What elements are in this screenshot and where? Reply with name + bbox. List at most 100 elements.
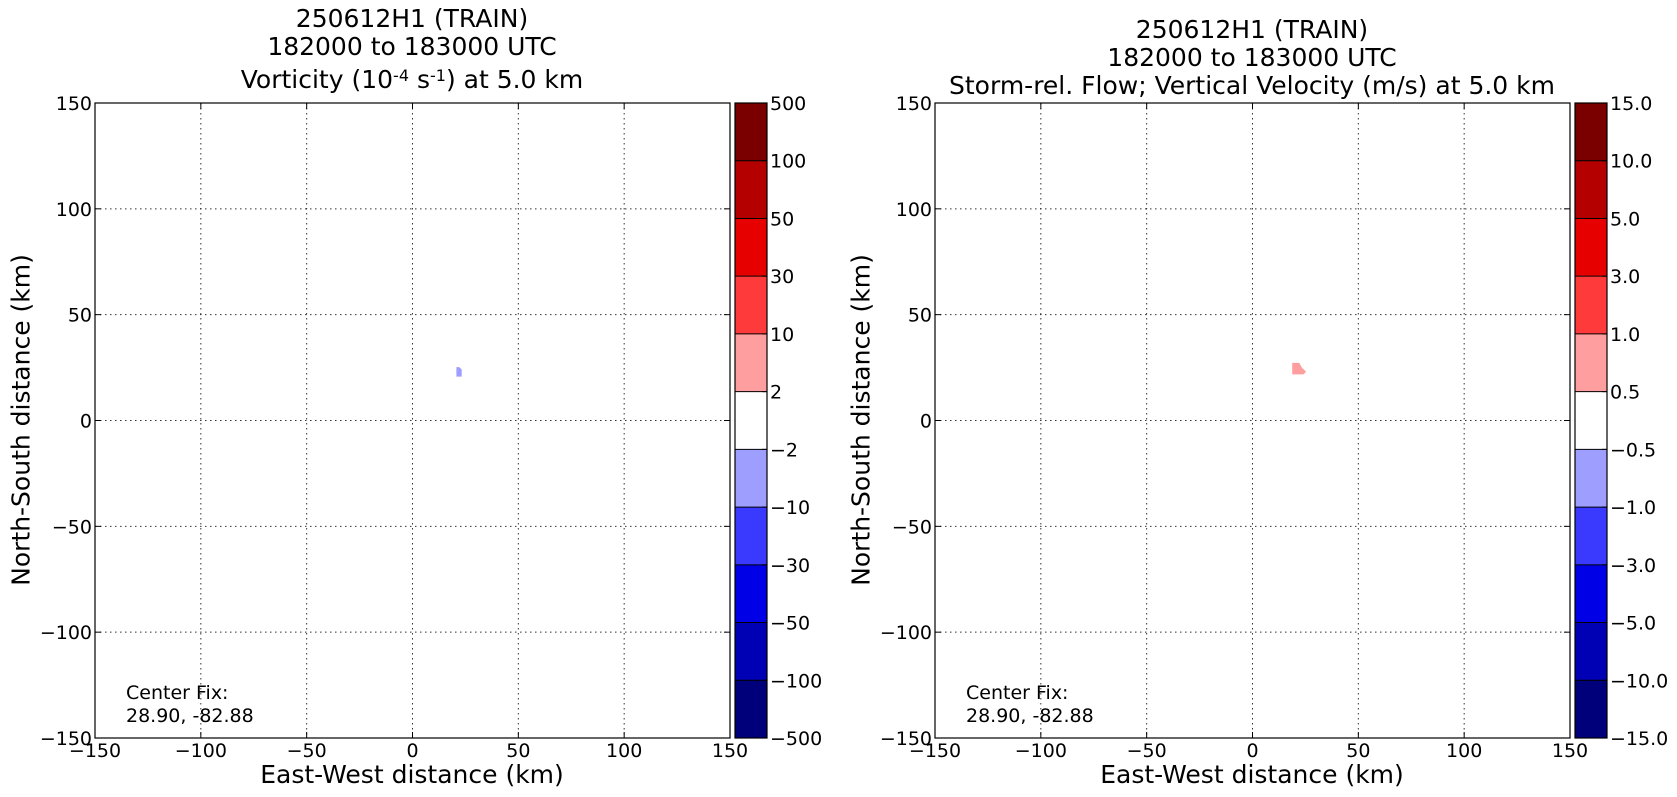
- panel1-x-tick-label: 50: [506, 740, 530, 762]
- panel2-x-tick-label: 0: [1246, 740, 1258, 762]
- panel2-contour-feature: [1292, 362, 1307, 375]
- panel2-x-tick-label: 100: [1446, 740, 1482, 762]
- panel2-y-axis-label: North-South distance (km): [846, 254, 876, 586]
- panel1-y-axis-label: North-South distance (km): [6, 254, 36, 586]
- panel2-colorbar-segment: [1575, 218, 1607, 277]
- panel1-title-line2: 182000 to 183000 UTC: [267, 32, 557, 61]
- panel1-title-line1: 250612H1 (TRAIN): [295, 4, 529, 33]
- panel1-y-tick-label: −100: [40, 622, 92, 644]
- panel2-center-fix-value: 28.90, -82.88: [966, 705, 1094, 727]
- panel1-colorbar-segment: [735, 160, 767, 219]
- panel1-x-axis-label: East-West distance (km): [260, 760, 564, 789]
- panel2-colorbar-label: 10.0: [1610, 151, 1652, 173]
- panel2-colorbar-label: −0.5: [1610, 439, 1656, 461]
- panel1-x-tick-label: −50: [287, 740, 327, 762]
- panel1-colorbar-label: −10: [770, 497, 810, 519]
- panel1-colorbar-segment: [735, 680, 767, 738]
- panel2-colorbar-segment: [1575, 276, 1607, 334]
- panel2-colorbar-label: −15.0: [1610, 728, 1668, 750]
- panel1-title-mid: s: [409, 65, 430, 94]
- panel1-colorbar-label: 100: [770, 151, 806, 173]
- panel1-colorbar-label: −50: [770, 613, 810, 635]
- panel1-colorbar-segment: [735, 333, 767, 392]
- panel1-x-tick-label: 150: [712, 740, 748, 762]
- panel2-x-tick-label: 50: [1346, 740, 1370, 762]
- panel2-colorbar-label: −3.0: [1610, 555, 1656, 577]
- panel2-center-fix: Center Fix: 28.90, -82.88: [966, 682, 1094, 728]
- panel1-colorbar-label: 500: [770, 93, 806, 115]
- panel1-y-tick-label: 0: [80, 411, 92, 433]
- panel1-center-fix: Center Fix: 28.90, -82.88: [126, 682, 254, 728]
- panel1-colorbar-frame: [734, 102, 768, 739]
- panel2-colorbar-segment: [1575, 564, 1607, 623]
- panel2-colorbar-label: 15.0: [1610, 93, 1652, 115]
- panel1-colorbar-label: −100: [770, 670, 822, 692]
- panel2-colorbar-segment: [1575, 391, 1607, 450]
- panel2-title-line3: Storm-rel. Flow; Vertical Velocity (m/s)…: [949, 71, 1555, 100]
- panel1-colorbar-segment: [735, 276, 767, 334]
- panel2-title-line2: 182000 to 183000 UTC: [1107, 43, 1397, 72]
- panel1-y-tick-label: 150: [56, 93, 92, 115]
- panel1-x-tick-label: −150: [69, 740, 121, 762]
- panel1-x-tick-label: 0: [406, 740, 418, 762]
- panel1-colorbar-segment: [735, 507, 767, 565]
- panel2-y-tick-label: −50: [892, 516, 932, 538]
- panel2-x-tick-label: −150: [909, 740, 961, 762]
- panel1-title-post: ) at 5.0 km: [445, 65, 584, 94]
- panel1-colorbar-label: −30: [770, 555, 810, 577]
- panel2-colorbar-segment: [1575, 449, 1607, 508]
- panel1-contour-feature: [456, 367, 462, 377]
- panel2-y-tick-label: 100: [896, 199, 932, 221]
- panel1-y-tick-label: 50: [68, 305, 92, 327]
- panel2-colorbar-label: 0.5: [1610, 382, 1640, 404]
- panel1-colorbar-label: −2: [770, 439, 798, 461]
- panel1-title-line3: Vorticity (10-4 s-1) at 5.0 km: [241, 66, 584, 94]
- panel1-title-pre: Vorticity (10: [240, 65, 394, 94]
- panel2-center-fix-label: Center Fix:: [966, 682, 1069, 704]
- panel2-y-tick-label: −100: [880, 622, 932, 644]
- panel2-y-tick-label: 150: [896, 93, 932, 115]
- panel1-title: 250612H1 (TRAIN) 182000 to 183000 UTC Vo…: [241, 5, 584, 94]
- panel1-title-exp1: -4: [393, 66, 409, 85]
- panel2-y-tick-label: 0: [920, 411, 932, 433]
- panel1-x-tick-label: −100: [175, 740, 227, 762]
- panel1-center-fix-value: 28.90, -82.88: [126, 705, 254, 727]
- panel2-y-tick-label: 50: [908, 305, 932, 327]
- panel1-colorbar-segment: [735, 218, 767, 277]
- panel1-center-fix-label: Center Fix:: [126, 682, 229, 704]
- panel2-colorbar-label: 5.0: [1610, 208, 1640, 230]
- panel1-colorbar-segment: [735, 103, 767, 161]
- panel1-y-tick-label: −50: [52, 516, 92, 538]
- panel2-x-tick-label: −100: [1015, 740, 1067, 762]
- panel1-x-tick-label: 100: [606, 740, 642, 762]
- panel2-colorbar-segment: [1575, 507, 1607, 565]
- panel1-y-tick-label: 100: [56, 199, 92, 221]
- panel1-colorbar-segment: [735, 564, 767, 623]
- panel1-colorbar-label: 50: [770, 208, 794, 230]
- panel2-colorbar-segment: [1575, 333, 1607, 392]
- panel1-y-tick-label: −150: [40, 728, 92, 750]
- panel1-colorbar-segment: [735, 622, 767, 681]
- panel2-colorbar-label: 3.0: [1610, 266, 1640, 288]
- panel2-x-tick-label: 150: [1552, 740, 1588, 762]
- panel2-x-tick-label: −50: [1127, 740, 1167, 762]
- panel2-title-line1: 250612H1 (TRAIN): [1135, 15, 1369, 44]
- panel1-colorbar-segment: [735, 391, 767, 450]
- panel2-colorbar-label: −5.0: [1610, 613, 1656, 635]
- panel2-colorbar-segment: [1575, 680, 1607, 738]
- panel1-title-exp2: -1: [429, 66, 446, 85]
- panel2-colorbar-label: 1.0: [1610, 324, 1640, 346]
- panel2-colorbar-segment: [1575, 160, 1607, 219]
- panel2-colorbar-label: −10.0: [1610, 670, 1668, 692]
- panel2-title: 250612H1 (TRAIN) 182000 to 183000 UTC St…: [949, 16, 1555, 100]
- panel2-y-tick-label: −150: [880, 728, 932, 750]
- panel1-colorbar-label: 2: [770, 382, 782, 404]
- panel1-colorbar-segment: [735, 449, 767, 508]
- panel2-colorbar-frame: [1574, 102, 1608, 739]
- panel1-colorbar-label: 10: [770, 324, 794, 346]
- panel2-colorbar-segment: [1575, 622, 1607, 681]
- panel1-colorbar-label: −500: [770, 728, 822, 750]
- panel2-colorbar-label: −1.0: [1610, 497, 1656, 519]
- panel2-colorbar-segment: [1575, 103, 1607, 161]
